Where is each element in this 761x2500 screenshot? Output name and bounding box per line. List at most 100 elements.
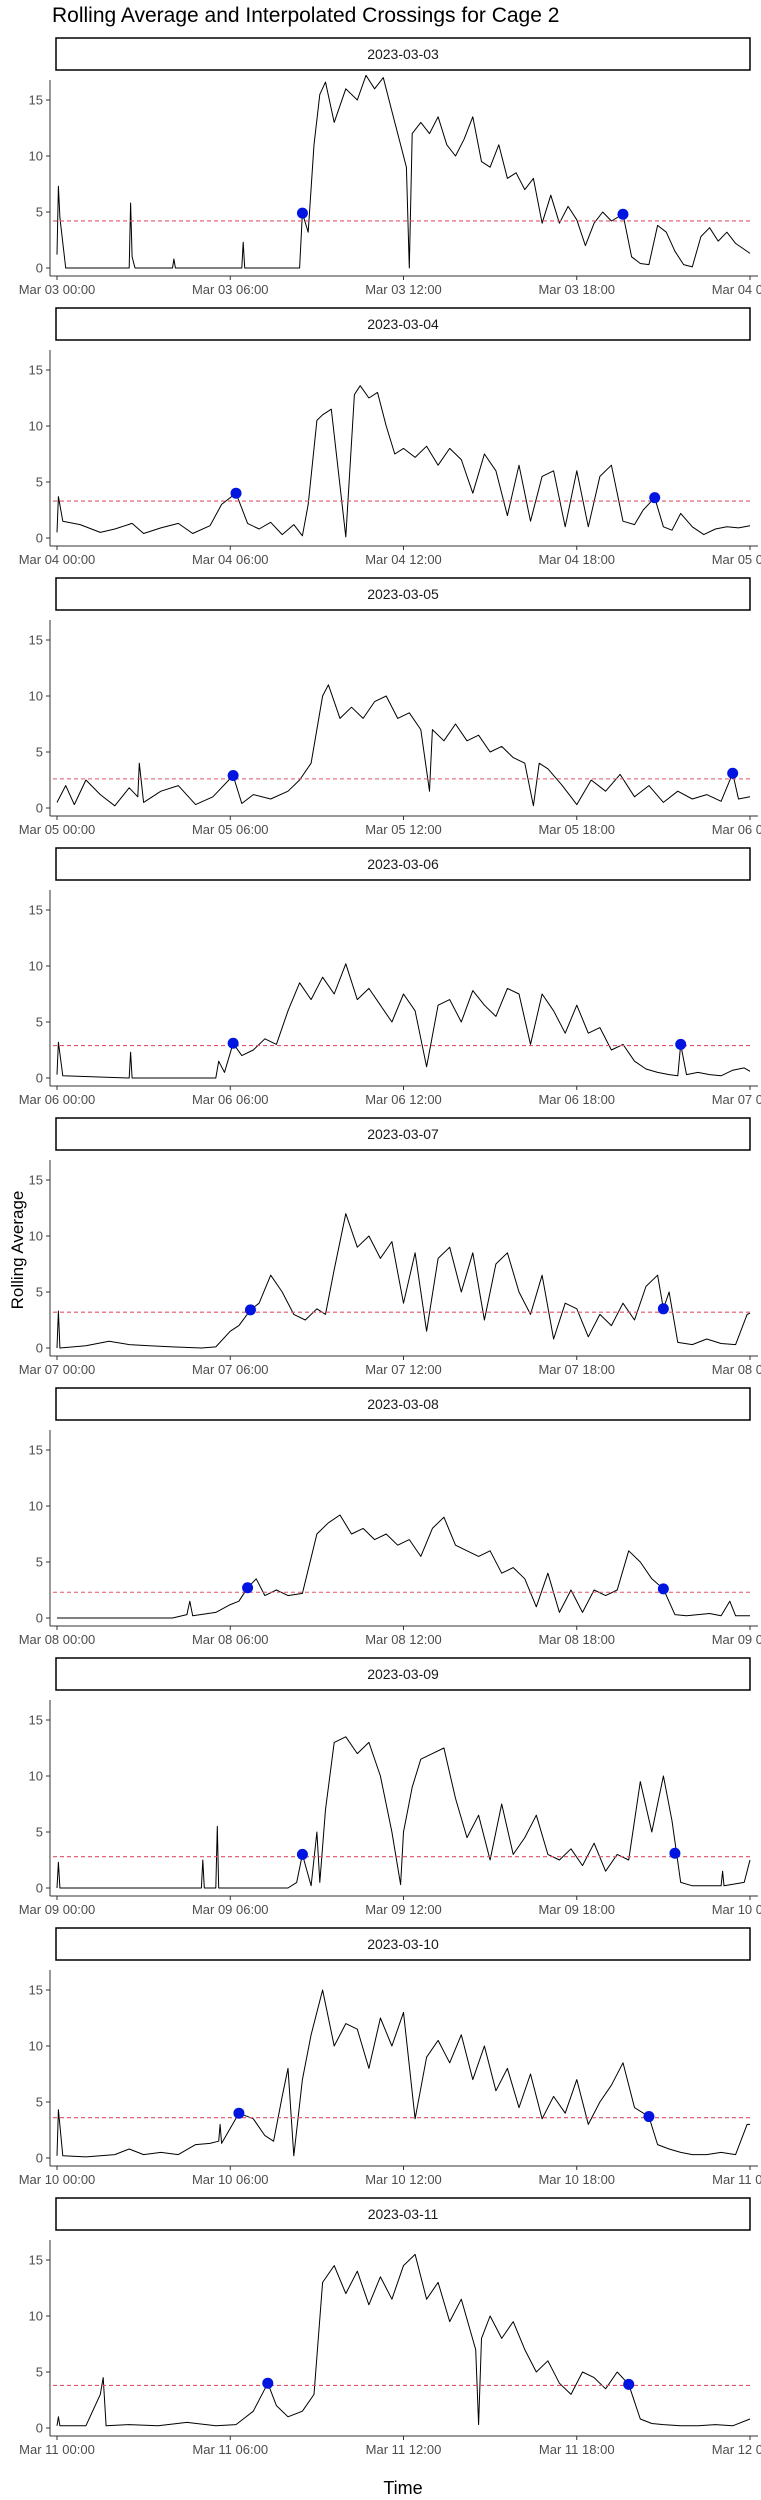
x-tick-label: Mar 09 18:00: [538, 1902, 615, 1917]
y-tick-label: 15: [29, 1443, 43, 1458]
x-tick-label: Mar 11 00:00: [712, 2172, 761, 2187]
x-tick-label: Mar 12 00:00: [712, 2442, 761, 2457]
y-tick-label: 10: [29, 2039, 43, 2054]
panel-strip: [55, 847, 751, 881]
panel-strip: [55, 1927, 751, 1961]
y-tick-label: 10: [29, 419, 43, 434]
y-tick-label: 15: [29, 1713, 43, 1728]
crossing-point: [669, 1847, 681, 1859]
rolling-average-line: [56, 1736, 751, 1889]
crossing-point: [643, 2111, 655, 2123]
y-tick-label: 10: [29, 689, 43, 704]
y-tick-label: 15: [29, 903, 43, 918]
crossing-point: [233, 2107, 245, 2119]
x-tick-label: Mar 08 06:00: [192, 1632, 269, 1647]
x-tick-label: Mar 10 06:00: [192, 2172, 269, 2187]
panel-2023-03-11: 2023-03-11 0 5 10 15 Mar 11 00:00 Mar 11 06:00…: [19, 2197, 761, 2457]
x-tick-label: Mar 05 18:00: [538, 822, 615, 837]
x-tick-label: Mar 04 12:00: [365, 552, 442, 567]
panel-2023-03-04: 2023-03-04 0 5 10 15 Mar 04 00:00 Mar 04 06:00…: [19, 307, 761, 567]
x-tick-label: Mar 10 18:00: [538, 2172, 615, 2187]
y-tick-label: 5: [36, 1825, 43, 1840]
x-tick-label: Mar 04 00:00: [712, 282, 761, 297]
x-tick-label: Mar 04 18:00: [538, 552, 615, 567]
panel-strip-label: 2023-03-10: [367, 1936, 439, 1952]
crossing-point: [623, 2378, 635, 2390]
rolling-average-line: [56, 1213, 751, 1349]
x-tick-label: Mar 11 18:00: [539, 2442, 615, 2457]
y-tick-label: 0: [36, 1611, 43, 1626]
y-tick-label: 15: [29, 1173, 43, 1188]
panel-strip: [55, 307, 751, 341]
crossing-point: [244, 1304, 256, 1316]
crossing-point: [227, 770, 239, 782]
panel-strip: [55, 577, 751, 611]
crossing-point: [296, 1848, 308, 1860]
x-tick-label: Mar 09 00:00: [19, 1902, 96, 1917]
x-tick-label: Mar 06 00:00: [712, 822, 761, 837]
y-tick-label: 0: [36, 531, 43, 546]
y-tick-label: 5: [36, 1015, 43, 1030]
rolling-average-line: [56, 74, 751, 269]
crossing-point: [296, 207, 308, 219]
crossing-point: [227, 1037, 239, 1049]
y-tick-label: 5: [36, 1555, 43, 1570]
x-tick-label: Mar 09 06:00: [192, 1902, 269, 1917]
panel-strip: [55, 37, 751, 71]
panel-strip: [55, 1657, 751, 1691]
y-tick-label: 10: [29, 959, 43, 974]
crossing-point: [242, 1582, 254, 1594]
panel-2023-03-05: 2023-03-05 0 5 10 15 Mar 05 00:00 Mar 05 06:00…: [19, 577, 761, 837]
x-tick-label: Mar 11 00:00: [19, 2442, 95, 2457]
x-tick-label: Mar 09 00:00: [712, 1632, 761, 1647]
y-tick-label: 0: [36, 261, 43, 276]
panel-2023-03-10: 2023-03-10 0 5 10 15 Mar 10 00:00 Mar 10 06:00…: [19, 1927, 761, 2187]
panel-strip-label: 2023-03-03: [367, 46, 439, 62]
x-tick-label: Mar 06 12:00: [365, 1092, 442, 1107]
y-tick-label: 5: [36, 2095, 43, 2110]
x-tick-label: Mar 05 00:00: [712, 552, 761, 567]
crossing-point: [649, 492, 661, 504]
rolling-average-line: [56, 684, 751, 807]
x-tick-label: Mar 07 12:00: [365, 1362, 442, 1377]
panel-2023-03-09: 2023-03-09 0 5 10 15 Mar 09 00:00 Mar 09 06:00…: [19, 1657, 761, 1917]
x-tick-label: Mar 10 00:00: [712, 1902, 761, 1917]
y-tick-label: 10: [29, 1769, 43, 1784]
x-tick-label: Mar 05 12:00: [365, 822, 442, 837]
crossing-point: [675, 1038, 687, 1050]
y-tick-label: 10: [29, 1499, 43, 1514]
x-tick-label: Mar 05 00:00: [19, 822, 96, 837]
x-axis-title: Time: [383, 2478, 423, 2498]
x-tick-label: Mar 06 00:00: [19, 1092, 96, 1107]
panel-strip: [55, 1387, 751, 1421]
panel-strip-label: 2023-03-07: [367, 1126, 439, 1142]
y-tick-label: 15: [29, 93, 43, 108]
x-tick-label: Mar 11 12:00: [366, 2442, 442, 2457]
x-tick-label: Mar 08 00:00: [712, 1362, 761, 1377]
x-tick-label: Mar 03 18:00: [538, 282, 615, 297]
panel-strip-label: 2023-03-08: [367, 1396, 439, 1412]
y-tick-label: 15: [29, 633, 43, 648]
x-tick-label: Mar 03 12:00: [365, 282, 442, 297]
panel-2023-03-06: 2023-03-06 0 5 10 15 Mar 06 00:00 Mar 06 06:00…: [19, 847, 761, 1107]
crossing-point: [230, 487, 242, 499]
y-tick-label: 0: [36, 2421, 43, 2436]
x-tick-label: Mar 06 18:00: [538, 1092, 615, 1107]
x-tick-label: Mar 08 18:00: [538, 1632, 615, 1647]
y-tick-label: 5: [36, 205, 43, 220]
crossing-point: [262, 2377, 274, 2389]
panel-strip-label: 2023-03-11: [368, 2206, 439, 2222]
panel-strip-label: 2023-03-06: [367, 856, 439, 872]
rolling-average-line: [56, 963, 751, 1079]
panel-strip: [55, 2197, 751, 2231]
panel-strip: [55, 1117, 751, 1151]
crossing-point: [727, 767, 739, 779]
x-tick-label: Mar 03 06:00: [192, 282, 269, 297]
x-tick-label: Mar 04 00:00: [19, 552, 96, 567]
chart-title: Rolling Average and Interpolated Crossin…: [52, 4, 560, 27]
x-tick-label: Mar 07 00:00: [19, 1362, 96, 1377]
x-tick-label: Mar 10 12:00: [365, 2172, 442, 2187]
y-tick-label: 5: [36, 475, 43, 490]
panel-2023-03-07: 2023-03-07 0 5 10 15 Mar 07 00:00 Mar 07 06:00…: [19, 1117, 761, 1377]
